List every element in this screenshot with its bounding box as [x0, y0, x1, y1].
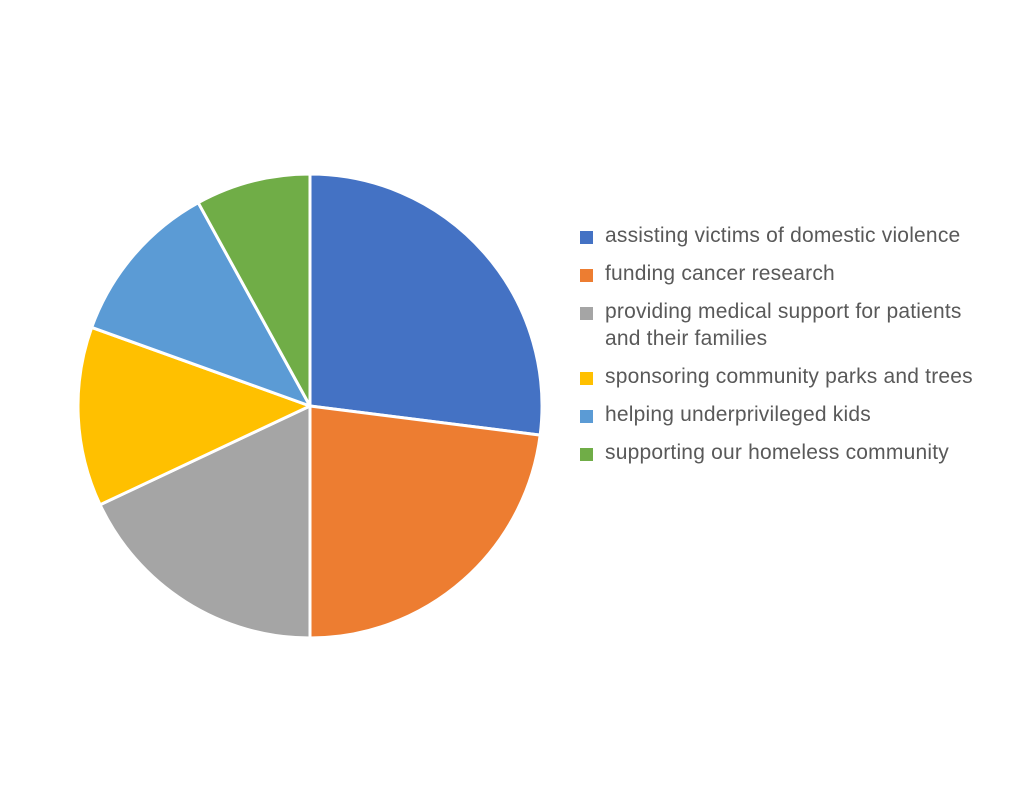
pie-slice [308, 172, 544, 437]
legend-item: providing medical support for patients a… [580, 298, 1000, 352]
pie-slice [308, 404, 542, 640]
pie-slice [196, 172, 312, 408]
legend-label: providing medical support for patients a… [605, 300, 962, 350]
legend-swatch [580, 269, 593, 282]
pie-slice [76, 325, 312, 507]
legend-label: sponsoring community parks and trees [605, 365, 973, 388]
legend-swatch [580, 307, 593, 320]
legend-label: helping underprivileged kids [605, 403, 871, 426]
legend-swatch [580, 448, 593, 461]
legend-swatch [580, 410, 593, 423]
legend-swatch [580, 372, 593, 385]
pie-chart-plot [76, 172, 544, 640]
legend-label: funding cancer research [605, 262, 835, 285]
pie-slice [98, 404, 312, 640]
legend-swatch [580, 231, 593, 244]
legend-item: assisting victims of domestic violence [580, 222, 1000, 249]
legend-label: supporting our homeless community [605, 441, 949, 464]
legend-item: helping underprivileged kids [580, 401, 1000, 428]
pie-slice [90, 201, 312, 408]
legend-item: funding cancer research [580, 260, 1000, 287]
chart-legend: assisting victims of domestic violence f… [580, 222, 1000, 477]
legend-label: assisting victims of domestic violence [605, 224, 961, 247]
legend-item: supporting our homeless community [580, 439, 1000, 466]
legend-item: sponsoring community parks and trees [580, 363, 1000, 390]
